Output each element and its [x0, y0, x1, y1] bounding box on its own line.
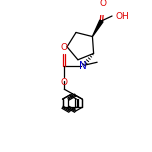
Polygon shape: [92, 20, 103, 36]
Text: O: O: [61, 78, 68, 87]
Text: N: N: [79, 61, 87, 71]
Text: OH: OH: [116, 12, 129, 21]
Text: O: O: [99, 0, 106, 8]
Text: O: O: [61, 43, 68, 52]
